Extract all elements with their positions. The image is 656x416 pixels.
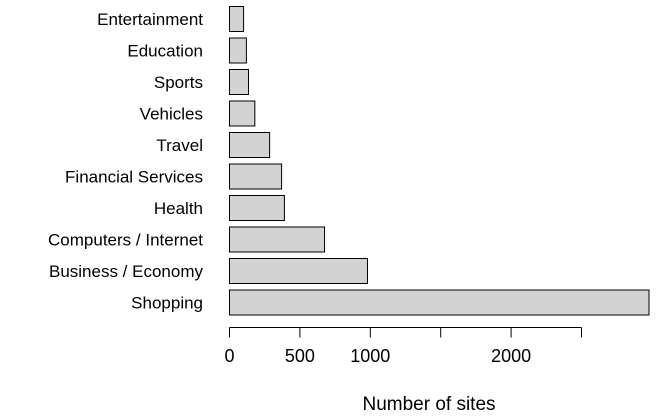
bar-travel	[229, 132, 271, 158]
bar-sports	[229, 69, 250, 95]
x-tick-label-500: 500	[285, 346, 315, 366]
category-label-health: Health	[154, 199, 203, 218]
category-label-sports: Sports	[154, 73, 203, 92]
bar-vehicles	[229, 100, 256, 127]
bar-financial-services	[229, 163, 283, 190]
bar-health	[229, 195, 285, 221]
category-label-entertainment: Entertainment	[97, 10, 203, 29]
category-label-computers-internet: Computers / Internet	[48, 231, 203, 250]
category-label-education: Education	[127, 42, 203, 61]
category-label-vehicles: Vehicles	[140, 105, 203, 124]
x-tick-label-1000: 1000	[350, 346, 390, 366]
bar-computers-internet	[229, 226, 326, 253]
x-axis: 0 500 1000 2000	[224, 327, 582, 366]
bar-entertainment	[229, 6, 245, 32]
x-tick-label-0: 0	[224, 346, 234, 366]
x-tick-label-2000: 2000	[491, 346, 531, 366]
category-labels-group: Entertainment Education Sports Vehicles Trav…	[48, 10, 203, 313]
bar-education	[229, 37, 247, 64]
bar-business-economy	[229, 258, 368, 284]
bars-group	[229, 6, 650, 316]
category-label-business-economy: Business / Economy	[49, 262, 204, 281]
x-axis-title: Number of sites	[362, 394, 495, 415]
category-label-travel: Travel	[156, 136, 203, 155]
category-label-financial-services: Financial Services	[65, 168, 203, 187]
category-label-shopping: Shopping	[131, 294, 203, 313]
bar-shopping	[229, 289, 650, 316]
